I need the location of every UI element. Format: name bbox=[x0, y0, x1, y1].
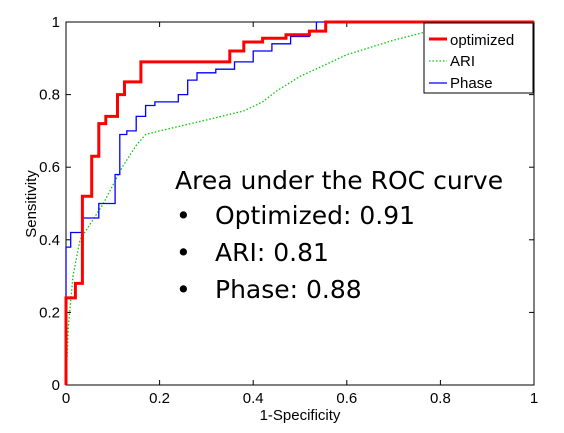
y-axis-label: Sensitivity bbox=[23, 170, 40, 238]
annotation-title: Area under the ROC curve bbox=[175, 166, 503, 195]
series-line-phase bbox=[65, 21, 534, 385]
y-tick-label: 0.2 bbox=[39, 304, 60, 321]
annotation-bullet-1: • bbox=[176, 201, 191, 230]
legend-label-phase: Phase bbox=[450, 75, 493, 92]
annotation-bullet-3: • bbox=[176, 275, 191, 304]
annotation-bullet-2: • bbox=[176, 238, 191, 267]
legend-label-optimized: optimized bbox=[450, 32, 514, 49]
series-line-optimized bbox=[64, 20, 534, 385]
legend-box bbox=[423, 22, 534, 94]
y-tick-label: 0.6 bbox=[39, 159, 60, 176]
x-tick-label: 0.4 bbox=[243, 390, 264, 407]
x-tick-label: 0.8 bbox=[430, 390, 451, 407]
x-tick-label: 0 bbox=[62, 390, 70, 407]
y-tick-label: 0.4 bbox=[39, 232, 60, 249]
annotation-item-ari: ARI: 0.81 bbox=[215, 238, 329, 267]
legend-label-ari: ARI bbox=[450, 53, 475, 70]
x-tick-label: 0.2 bbox=[149, 390, 170, 407]
x-tick-label: 1 bbox=[530, 390, 538, 407]
x-axis: 0 0.2 0.4 0.6 0.8 1 bbox=[62, 22, 538, 407]
auc-annotation: Area under the ROC curve • Optimized: 0.… bbox=[175, 166, 503, 304]
y-tick-label: 0.8 bbox=[39, 87, 60, 104]
x-axis-label: 1-Specificity bbox=[260, 407, 341, 424]
annotation-item-optimized: Optimized: 0.91 bbox=[215, 201, 415, 230]
series-layer bbox=[64, 20, 535, 386]
y-axis: 0 0.2 0.4 0.6 0.8 1 bbox=[39, 14, 534, 394]
annotation-item-phase: Phase: 0.88 bbox=[215, 275, 362, 304]
legend: optimized ARI Phase bbox=[423, 22, 534, 94]
y-tick-label: 1 bbox=[52, 14, 60, 31]
y-tick-label: 0 bbox=[52, 377, 60, 394]
series-line-ari bbox=[65, 21, 535, 386]
x-tick-label: 0.6 bbox=[336, 390, 357, 407]
